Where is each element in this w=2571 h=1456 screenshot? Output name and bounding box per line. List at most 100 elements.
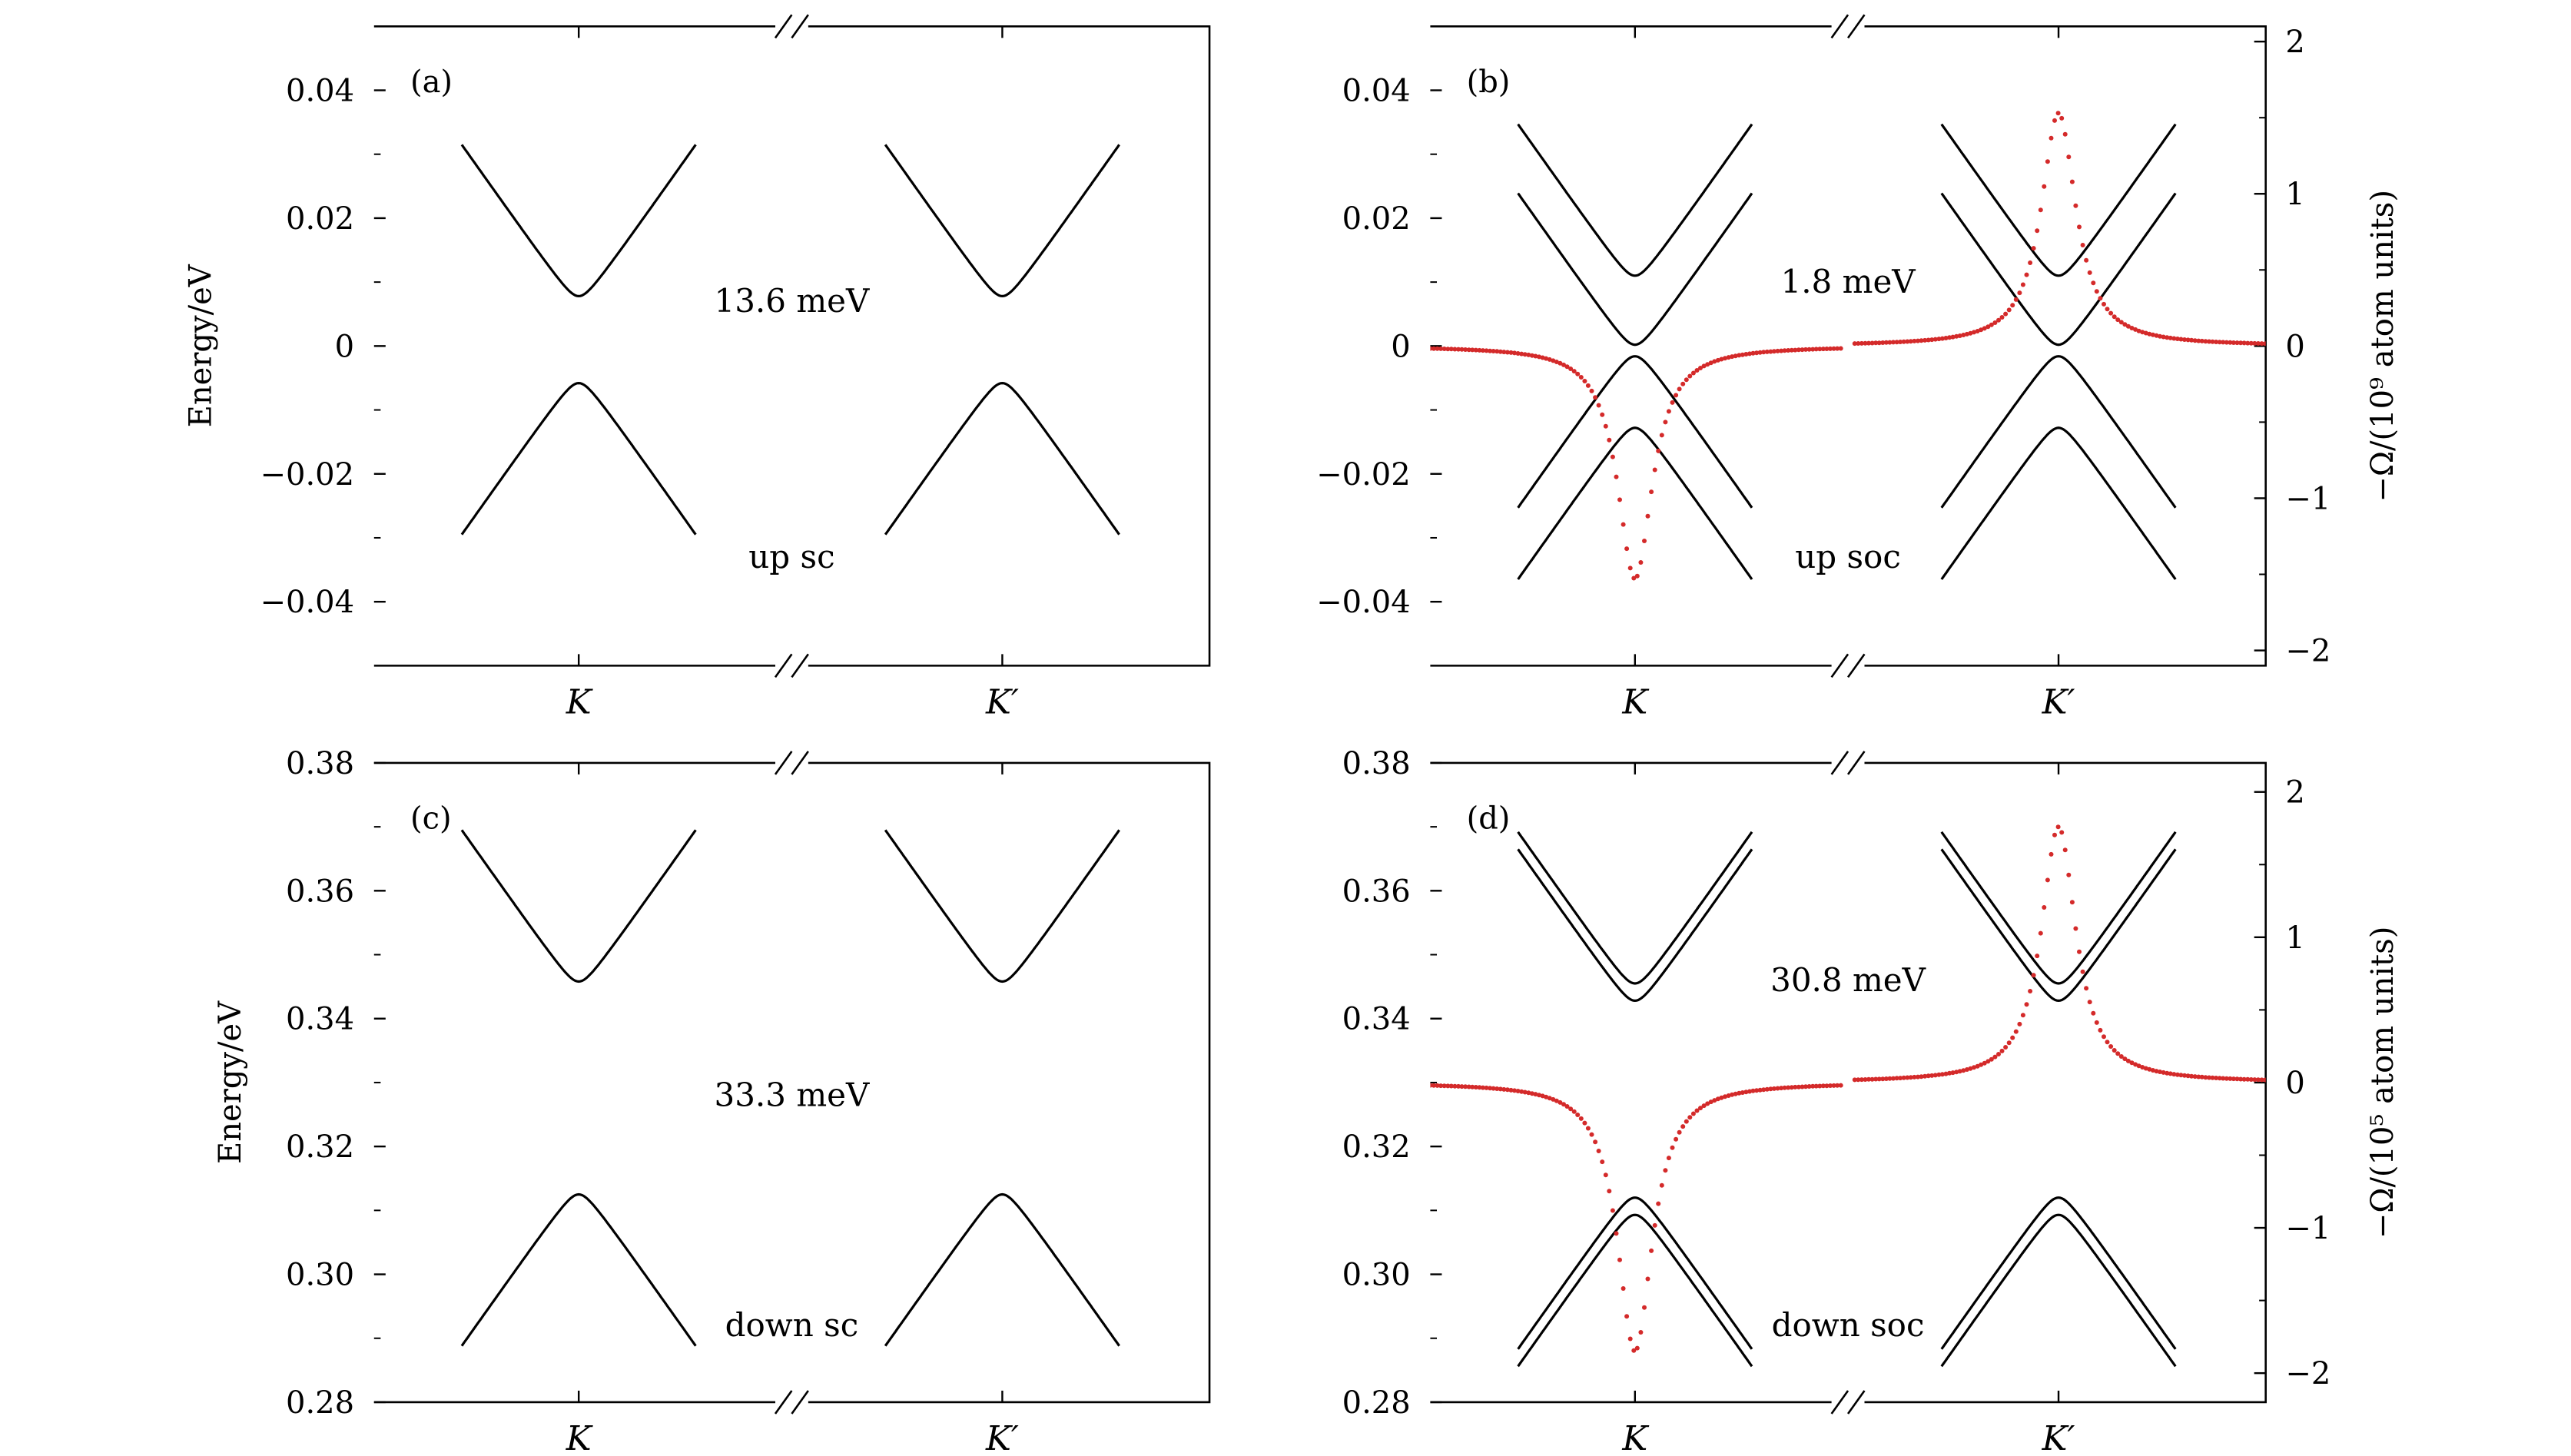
berry-curvature-point — [1771, 349, 1776, 354]
y-tick-label: 0.38 — [1342, 746, 1411, 781]
panel-a: 0.04 0.02 0 −0.02 −0.04 K K′ Energy/eV (a) 13.6 m… — [183, 14, 1211, 722]
y-right-tick-label: 0 — [2285, 1066, 2304, 1101]
band-line-conduction — [1940, 192, 2177, 347]
y-right-tick-label: −1 — [2285, 1211, 2330, 1246]
berry-curvature-point — [1954, 1070, 1959, 1075]
berry-curvature-point — [1484, 1085, 1489, 1090]
berry-curvature-point — [1757, 1087, 1763, 1093]
berry-curvature-point — [2006, 307, 2012, 313]
berry-curvature-point — [2122, 1056, 2128, 1062]
y-right-tick-label: 0 — [2285, 329, 2304, 364]
berry-curvature-point — [1596, 403, 1601, 408]
berry-curvature-point — [1968, 1066, 1973, 1071]
y-right-tick-label: 2 — [2285, 25, 2304, 60]
berry-curvature-point — [1835, 1083, 1840, 1088]
y-axis-title: Energy/eV — [183, 264, 218, 427]
berry-curvature-point — [1540, 1093, 1545, 1099]
berry-curvature-point — [2073, 203, 2078, 208]
berry-curvature-point — [2259, 341, 2264, 347]
berry-curvature-point — [2178, 337, 2184, 342]
annotation: up soc — [1795, 538, 1901, 575]
berry-curvature-point — [2182, 337, 2187, 342]
berry-curvature-point — [1831, 346, 1836, 351]
berry-curvature-point — [2150, 332, 2155, 337]
berry-curvature-point — [1891, 1076, 1896, 1081]
band-curves — [460, 829, 1120, 1347]
berry-curvature-point — [2069, 900, 2075, 905]
berry-curvature-point — [2062, 847, 2068, 853]
berry-curvature-point — [2080, 969, 2085, 974]
y-tick-label: 0.32 — [286, 1129, 354, 1165]
y-tick-label: −0.04 — [260, 585, 354, 620]
berry-curvature-point — [1894, 340, 1899, 345]
berry-curvature-point — [1561, 1102, 1566, 1107]
berry-curvature-point — [1540, 355, 1545, 360]
berry-curvature-point — [1603, 1172, 1608, 1178]
berry-curvature-point — [1817, 1083, 1823, 1089]
berry-curvature-point — [1621, 1286, 1626, 1291]
berry-curvature-point — [1431, 346, 1436, 351]
berry-curvature-point — [1873, 340, 1879, 346]
band-line-valence — [1940, 1213, 2177, 1368]
berry-curvature-point — [1793, 347, 1798, 353]
berry-curvature-point — [2158, 1070, 2162, 1074]
y-right-axis-title: −Ω/(10⁹ atom units) — [2365, 190, 2400, 502]
berry-curvature-point — [1838, 346, 1843, 351]
berry-curvature-point — [1649, 1248, 1654, 1253]
berry-curvature-point — [1810, 347, 1816, 352]
berry-curvature-point — [1508, 350, 1514, 355]
axis-break-mark — [1830, 14, 1866, 39]
berry-curvature-point — [1508, 1087, 1514, 1093]
berry-curvature-point — [1448, 347, 1454, 352]
berry-curvature-point — [1491, 1086, 1496, 1091]
berry-curvature-point — [1690, 370, 1696, 376]
berry-curvature-point — [1666, 1156, 1671, 1161]
x-tick-label: K′ — [985, 683, 1019, 722]
berry-curvature-point — [1939, 336, 1945, 341]
berry-curvature-point — [2150, 1068, 2155, 1073]
berry-curvature-point — [1498, 1086, 1503, 1092]
berry-curvature-point — [1891, 340, 1896, 345]
berry-curvature-point — [2084, 257, 2089, 263]
y-right-tick-label: 1 — [2285, 177, 2304, 212]
berry-curvature-point — [2175, 1072, 2180, 1077]
berry-curvature-point — [2010, 303, 2015, 308]
berry-curvature-point — [1810, 1083, 1816, 1089]
berry-curvature-point — [1670, 400, 1675, 405]
berry-curvature-point — [1435, 346, 1440, 351]
berry-curvature-point — [1656, 448, 1661, 453]
berry-curvature-point — [2017, 1021, 2022, 1026]
berry-curvature-point — [1533, 1092, 1538, 1097]
berry-curvature-point — [2136, 328, 2141, 333]
berry-curvature-point — [2122, 322, 2128, 327]
berry-curvature-point — [1712, 1098, 1717, 1103]
berry-curvature-point — [1922, 337, 1928, 343]
berry-curvature-point — [1649, 489, 1654, 495]
berry-curvature-point — [1537, 354, 1541, 360]
berry-curvature-point — [2196, 338, 2201, 343]
x-tick-label: K — [566, 1419, 593, 1456]
berry-curvature-point — [1593, 395, 1598, 400]
berry-curvature-point — [2263, 1077, 2266, 1083]
berry-curvature-point — [1554, 360, 1559, 364]
berry-curvature-point — [1852, 1077, 1857, 1083]
berry-curvature-point — [2052, 118, 2057, 123]
berry-curvature-point — [1979, 1062, 1984, 1067]
berry-curvature-point — [1494, 349, 1500, 354]
band-line-conduction — [1940, 848, 2177, 1003]
berry-curvature-point — [1435, 1083, 1440, 1088]
berry-curvature-point — [2241, 1076, 2247, 1082]
berry-curvature-point — [1607, 437, 1612, 443]
berry-curvature-point — [1582, 379, 1587, 383]
berry-curvature-point — [1705, 1101, 1710, 1106]
berry-curvature-point — [2168, 1071, 2173, 1076]
berry-curvature-point — [1504, 1087, 1510, 1093]
berry-curvature-point — [2077, 949, 2082, 954]
berry-curvature-point — [1806, 1084, 1812, 1089]
berry-curvature-point — [1828, 1083, 1833, 1088]
y-tick-label: 0.04 — [286, 74, 354, 109]
berry-curvature-point — [1961, 333, 1966, 337]
berry-curvature-point — [2017, 290, 2022, 296]
axis-break-mark — [1830, 1390, 1866, 1415]
berry-curvature-point — [2080, 243, 2085, 247]
